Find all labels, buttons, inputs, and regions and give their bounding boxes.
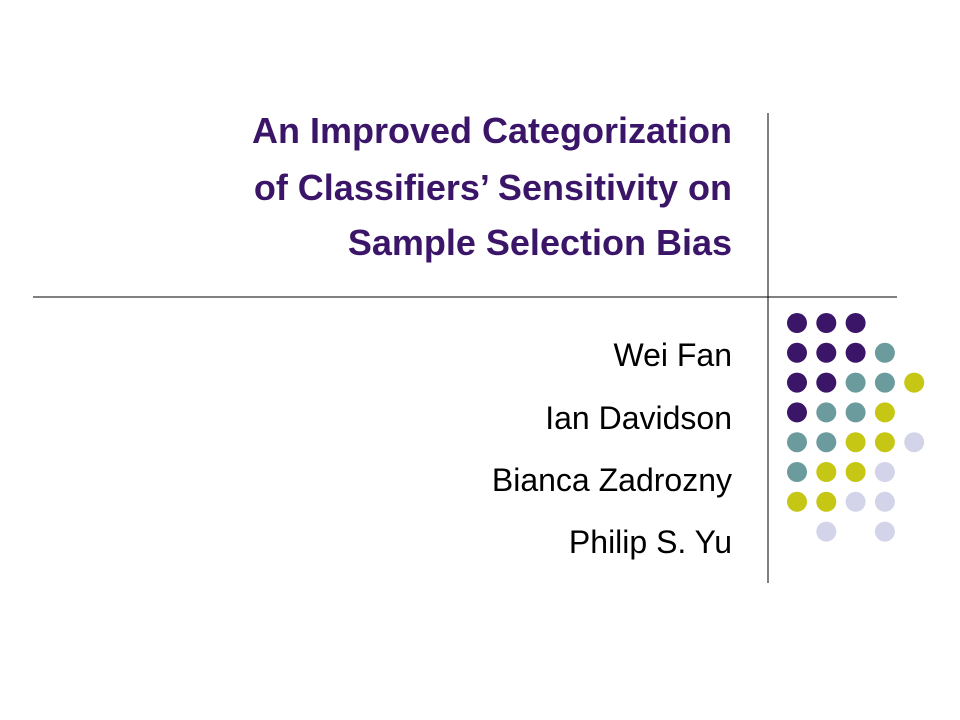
dot — [874, 402, 895, 423]
dot — [816, 521, 837, 542]
dot — [874, 372, 895, 393]
title-line: of Classifiers’ Sensitivity on — [254, 167, 732, 208]
dot-decoration — [787, 313, 925, 542]
dot — [787, 313, 807, 333]
dot — [845, 491, 866, 512]
dot — [874, 462, 895, 482]
dot — [874, 432, 895, 453]
dot — [904, 372, 925, 393]
author: Ian Davidson — [545, 400, 732, 436]
author: Wei Fan — [613, 337, 732, 373]
author: Bianca Zadrozny — [492, 462, 732, 498]
dot — [816, 432, 837, 453]
dot — [787, 432, 807, 453]
dot — [874, 491, 895, 512]
title-line: An Improved Categorization — [252, 110, 732, 151]
dot — [816, 313, 837, 333]
dot — [904, 432, 925, 453]
dot — [874, 521, 895, 542]
dot — [787, 342, 807, 363]
dot — [787, 402, 807, 423]
dot — [816, 342, 837, 363]
dot — [845, 402, 866, 423]
dot — [816, 491, 837, 512]
dot — [816, 372, 837, 393]
dot — [845, 462, 866, 482]
author: Philip S. Yu — [569, 524, 732, 560]
dot — [787, 372, 807, 393]
dot — [874, 342, 895, 363]
dot — [845, 432, 866, 453]
title-line: Sample Selection Bias — [348, 222, 732, 263]
dot — [787, 462, 807, 482]
dot — [845, 342, 866, 363]
dot — [845, 313, 866, 333]
dot — [816, 402, 837, 423]
dot — [845, 372, 866, 393]
dot — [816, 462, 837, 482]
dot — [787, 491, 807, 512]
